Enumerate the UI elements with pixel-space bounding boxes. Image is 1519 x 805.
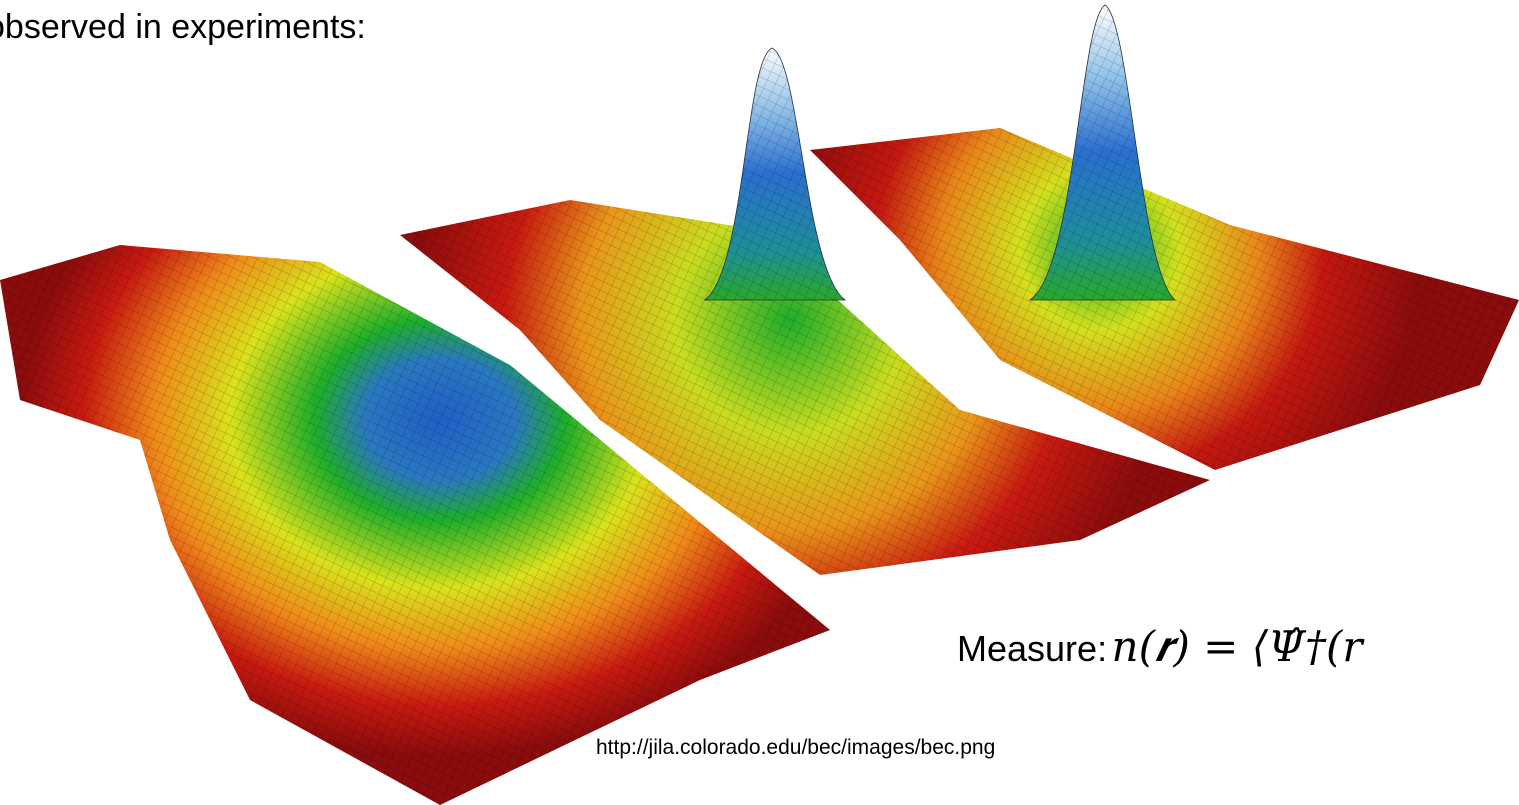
measure: Measure: n(𝒓) = ⟨Ψ̂†(𝑟: [957, 622, 1362, 672]
sheet-3: [810, 4, 1519, 470]
measure-label: Measure:: [957, 628, 1108, 669]
sheet-2: [400, 47, 1210, 575]
formula: n(𝒓) = ⟨Ψ̂†(𝑟: [1111, 622, 1363, 671]
heading: observed in experiments:: [0, 8, 366, 46]
sheet-1: [0, 245, 830, 805]
image-credit: http://jila.colorado.edu/bec/images/bec.…: [596, 736, 996, 759]
